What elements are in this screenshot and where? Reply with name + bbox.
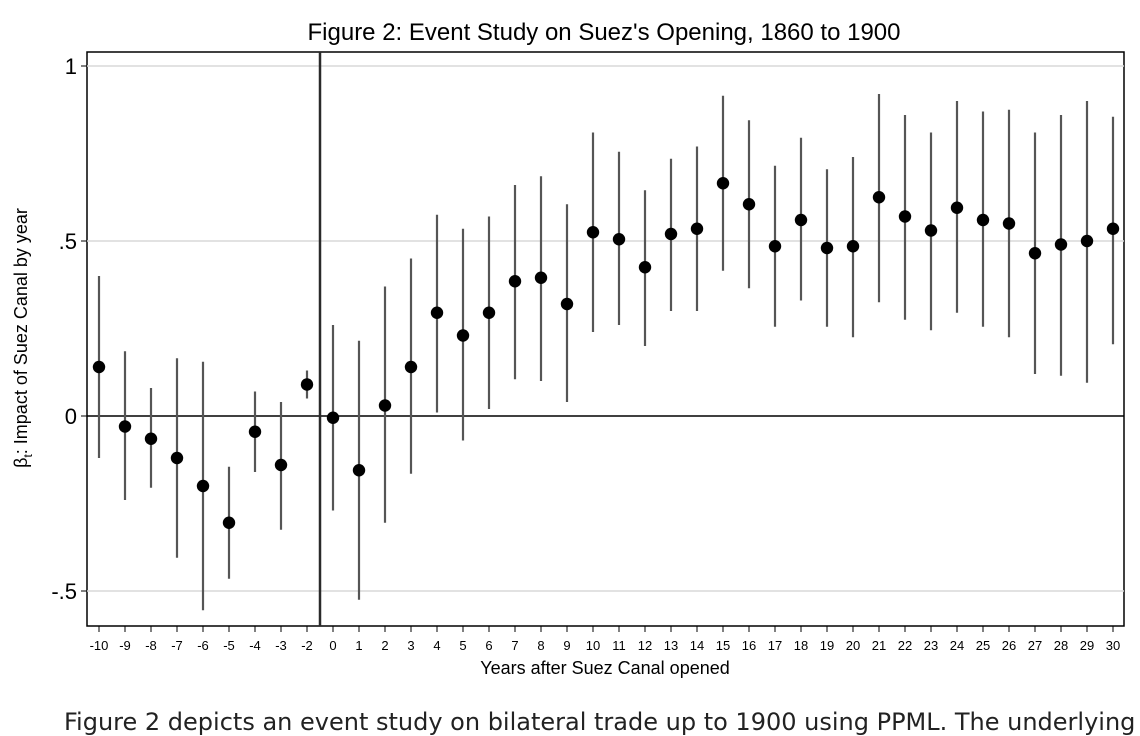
x-tick-label: 8 xyxy=(537,638,544,653)
point-estimate xyxy=(170,451,184,465)
x-tick-label: 9 xyxy=(563,638,570,653)
x-tick-label: 25 xyxy=(976,638,990,653)
point-estimate xyxy=(196,479,210,493)
x-tick-label: 6 xyxy=(485,638,492,653)
y-axis-label-beta: β xyxy=(11,458,31,468)
point-estimate xyxy=(300,378,314,391)
point-estimate xyxy=(404,360,418,374)
x-tick-label: 0 xyxy=(329,638,336,653)
figure-caption: Figure 2 depicts an event study on bilat… xyxy=(64,708,1136,736)
x-tick-label: 23 xyxy=(924,638,938,653)
point-estimate xyxy=(976,213,990,227)
x-tick-label: 7 xyxy=(511,638,518,653)
point-estimate xyxy=(248,425,262,438)
point-estimate xyxy=(638,261,652,274)
point-estimate xyxy=(846,240,860,253)
point-estimate xyxy=(482,306,496,319)
y-axis-label-subscript: t xyxy=(21,454,35,458)
x-tick-label: 18 xyxy=(794,638,808,653)
point-estimate xyxy=(690,222,704,235)
x-tick-label: 26 xyxy=(1002,638,1016,653)
x-tick-label: 14 xyxy=(690,638,704,653)
point-estimate xyxy=(1080,234,1094,248)
y-axis: 1 .5 0 -.5 xyxy=(51,54,87,604)
y-tick-label: 1 xyxy=(65,54,77,79)
x-tick-label: 19 xyxy=(820,638,834,653)
point-estimate xyxy=(612,233,626,246)
point-estimate xyxy=(950,201,964,214)
x-tick-label: -2 xyxy=(301,638,313,653)
point-estimate xyxy=(924,224,938,237)
x-tick-label: 2 xyxy=(381,638,388,653)
x-tick-label: 3 xyxy=(407,638,414,653)
x-tick-label: 27 xyxy=(1028,638,1042,653)
x-tick-label: 15 xyxy=(716,638,730,653)
x-axis-label: Years after Suez Canal opened xyxy=(480,658,730,678)
x-tick-label: -9 xyxy=(119,638,131,653)
point-estimate xyxy=(586,226,600,239)
point-estimate xyxy=(794,213,808,227)
point-estimate xyxy=(326,411,340,424)
point-estimate xyxy=(664,227,678,241)
point-estimate xyxy=(742,198,756,211)
point-estimate xyxy=(508,275,522,288)
x-axis: -10 -9 -8 -7 -6 -5 -4 -3 -2 0 1 2 3 4 5 6 7 8 9 10 11 12 13 14 1… xyxy=(90,626,1120,653)
x-tick-label: 11 xyxy=(612,638,626,653)
point-estimate xyxy=(768,240,782,253)
x-tick-label: 12 xyxy=(638,638,652,653)
point-estimate xyxy=(1002,217,1016,230)
point-estimate xyxy=(118,420,132,433)
plot-frame xyxy=(86,51,1125,627)
x-tick-label: -8 xyxy=(145,638,157,653)
x-tick-label: -4 xyxy=(249,638,261,653)
x-tick-label: 4 xyxy=(433,638,440,653)
point-estimate xyxy=(1028,247,1042,260)
x-tick-label: 10 xyxy=(586,638,600,653)
point-estimate xyxy=(534,271,548,284)
x-tick-label: 20 xyxy=(846,638,860,653)
x-tick-label: -6 xyxy=(197,638,209,653)
x-tick-label: -3 xyxy=(275,638,287,653)
confidence-intervals-and-estimates xyxy=(92,94,1120,611)
x-tick-label: 24 xyxy=(950,638,964,653)
point-estimate xyxy=(456,329,470,342)
x-tick-label: 29 xyxy=(1080,638,1094,653)
point-estimate xyxy=(560,297,574,311)
y-axis-label: βt: Impact of Suez Canal by year xyxy=(11,208,35,468)
x-tick-label: 1 xyxy=(355,638,362,653)
point-estimate xyxy=(378,399,392,412)
x-tick-label: 13 xyxy=(664,638,678,653)
y-tick-label: 0 xyxy=(65,404,77,429)
gridlines xyxy=(87,65,1124,592)
x-tick-label: 21 xyxy=(872,638,886,653)
x-tick-label: -10 xyxy=(90,638,109,653)
x-tick-label: 16 xyxy=(742,638,756,653)
x-tick-label: -7 xyxy=(171,638,183,653)
point-estimate xyxy=(222,516,236,529)
x-tick-label: 22 xyxy=(898,638,912,653)
point-estimate xyxy=(1054,238,1068,251)
x-tick-label: 30 xyxy=(1106,638,1120,653)
point-estimate xyxy=(430,306,444,319)
chart-title: Figure 2: Event Study on Suez's Opening,… xyxy=(308,19,901,46)
point-estimate xyxy=(92,360,106,374)
point-estimate xyxy=(898,210,912,223)
point-estimate xyxy=(274,458,288,472)
point-estimate xyxy=(144,432,158,445)
point-estimate xyxy=(1106,222,1120,235)
x-tick-label: 17 xyxy=(768,638,782,653)
x-tick-label: 28 xyxy=(1054,638,1068,653)
reference-lines xyxy=(87,52,1124,626)
y-axis-label-text: : Impact of Suez Canal by year xyxy=(11,208,31,454)
point-estimate xyxy=(872,191,886,204)
x-tick-label: -5 xyxy=(223,638,235,653)
y-tick-label: -.5 xyxy=(51,579,77,604)
point-estimate xyxy=(716,177,730,190)
point-estimate xyxy=(352,464,366,477)
point-estimate xyxy=(820,241,834,255)
x-tick-label: 5 xyxy=(459,638,466,653)
y-tick-label: .5 xyxy=(59,229,77,254)
